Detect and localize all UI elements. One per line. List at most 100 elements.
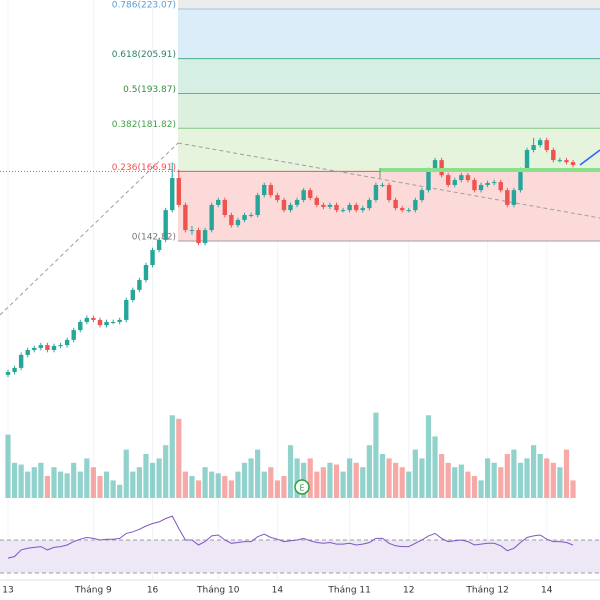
fib-label: 0(142.82): [132, 232, 176, 242]
candle-body: [321, 204, 326, 207]
volume-bar: [90, 467, 97, 498]
candle-body: [380, 184, 385, 186]
candle-body: [570, 162, 576, 166]
volume-bar: [294, 458, 300, 498]
candle-body: [196, 230, 201, 244]
volume-bar: [268, 467, 274, 498]
volume-bar: [373, 412, 379, 498]
x-tick-label: 14: [541, 586, 553, 596]
x-tick-label: Tháng 12: [465, 586, 508, 596]
volume-bar: [274, 480, 280, 498]
volume-bar: [366, 445, 372, 498]
candle-body: [327, 204, 333, 207]
volume-bar: [353, 462, 359, 498]
volume-bar: [241, 462, 248, 498]
candle-body: [281, 200, 287, 211]
candle-body: [176, 178, 182, 205]
volume-bar: [406, 471, 412, 498]
volume-bar: [110, 480, 116, 498]
candle-body: [97, 319, 103, 326]
volume-bar: [419, 458, 425, 498]
volume-bar: [11, 462, 18, 498]
volume-bar: [340, 471, 346, 498]
candle-body: [354, 204, 359, 211]
volume-bar: [307, 458, 313, 498]
volume-bar: [557, 467, 563, 498]
fib-zone: [178, 171, 600, 241]
rsi-band: [0, 540, 600, 573]
candle-body: [544, 140, 549, 150]
volume-bar: [386, 458, 392, 498]
candle-body: [156, 239, 162, 250]
candle-body: [124, 300, 129, 320]
candle-body: [498, 182, 503, 191]
candle-body: [478, 184, 484, 191]
candle-body: [367, 200, 372, 209]
volume-bar: [393, 462, 399, 498]
volume-bar: [169, 415, 175, 498]
volume-bar: [379, 454, 386, 498]
candle-body: [216, 200, 221, 205]
volume-bar: [511, 449, 517, 498]
volume-bar: [176, 418, 182, 498]
volume-bar: [195, 480, 202, 498]
volume-bar: [445, 462, 451, 498]
volume-bar: [215, 473, 221, 498]
volume-bar: [531, 445, 537, 498]
candle-body: [117, 319, 122, 322]
candle-body: [564, 160, 569, 163]
volume-bar: [432, 436, 438, 498]
candle-body: [294, 200, 300, 205]
x-tick-label: 13: [2, 586, 13, 596]
volume-bar: [44, 476, 51, 498]
candle-body: [472, 180, 477, 191]
volume-bar: [570, 480, 576, 498]
candle-body: [268, 184, 273, 196]
candle-body: [91, 317, 96, 320]
ray-line: [579, 149, 600, 166]
fib-zone: [178, 128, 600, 172]
volume-bar: [524, 458, 530, 498]
x-tick-label: Tháng 11: [327, 586, 370, 596]
volume-bar: [130, 471, 136, 498]
candle-body: [386, 184, 392, 200]
volume-bar: [209, 471, 215, 498]
volume-bar: [156, 458, 162, 498]
candle-body: [445, 175, 451, 185]
volume-bar: [117, 484, 123, 498]
event-icon[interactable]: [294, 479, 310, 495]
volume-bar: [143, 454, 149, 498]
volume-bar: [498, 467, 504, 498]
volume-bar: [163, 445, 169, 498]
volume-bar: [491, 462, 497, 498]
candle-body: [137, 280, 142, 290]
volume-bar: [544, 458, 550, 498]
candle-body: [505, 190, 510, 205]
candle-body: [531, 145, 536, 150]
volume-bar: [31, 467, 37, 498]
candle-body: [64, 339, 70, 346]
volume-bar: [51, 467, 57, 498]
candle-body: [452, 180, 457, 185]
volume-bar: [189, 476, 195, 498]
candle-body: [84, 317, 90, 322]
volume-bar: [327, 462, 333, 498]
fib-zone: [178, 58, 600, 94]
candle-body: [524, 150, 530, 170]
candle-body: [426, 169, 431, 191]
candle-body: [314, 197, 319, 205]
rsi-line: [7, 515, 574, 559]
volume-bar: [149, 462, 156, 498]
volume-bar: [5, 434, 11, 498]
candle-body: [143, 265, 149, 281]
volume-bar: [228, 480, 234, 498]
volume-bar: [399, 467, 405, 498]
volume-bar: [136, 467, 142, 498]
candle-body: [340, 210, 346, 212]
fib-label: 0.5(193.87): [123, 85, 176, 95]
volume-bar: [202, 467, 208, 498]
candle-body: [360, 208, 365, 211]
x-tick-label: 14: [272, 586, 284, 596]
volume-bar: [412, 449, 418, 498]
event-label[interactable]: E: [299, 484, 304, 493]
